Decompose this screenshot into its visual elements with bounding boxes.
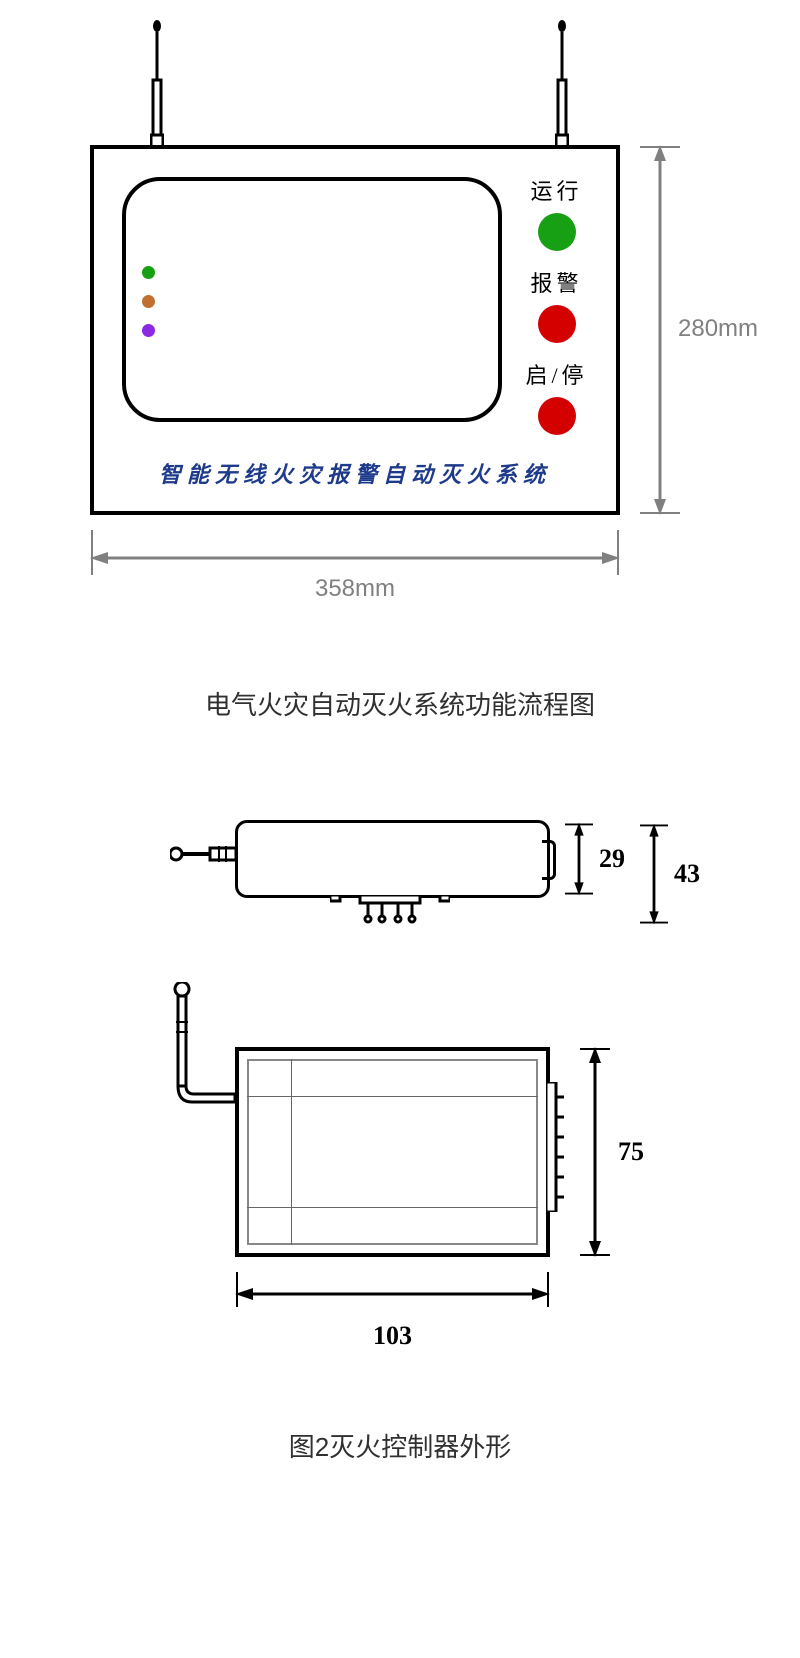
front-antenna-icon <box>170 982 235 1162</box>
figure-1-caption: 电气火灾自动灭火系统功能流程图 <box>205 685 595 722</box>
figure-2: 29 43 <box>30 782 770 1464</box>
figure-1: 运行 报警 启/停 智能无线火灾报警自动灭火系统 280mm <box>30 20 770 722</box>
alarm-led-icon <box>538 305 576 343</box>
side-antenna-icon <box>170 842 240 866</box>
panel-title: 智能无线火灾报警自动灭火系统 <box>94 457 616 489</box>
run-label: 运行 <box>530 174 582 206</box>
dimension-width: 358mm <box>90 530 620 610</box>
indicator-column: 运行 报警 启/停 <box>519 174 594 445</box>
dimension-75: 75 <box>580 1047 650 1257</box>
figure-2-drawing: 29 43 <box>80 782 720 1402</box>
display-screen <box>122 177 502 422</box>
dimension-height-label: 280mm <box>678 315 758 343</box>
figure-1-drawing: 运行 报警 启/停 智能无线火灾报警自动灭火系统 280mm <box>50 20 750 660</box>
controller-side-view <box>235 820 550 898</box>
antenna-right-icon <box>555 20 569 150</box>
alarm-label: 报警 <box>530 266 582 298</box>
dimension-43-label: 43 <box>674 859 700 889</box>
controller-front-view <box>235 1047 550 1257</box>
dimension-103: 103 <box>235 1272 550 1342</box>
run-led-icon <box>538 213 576 251</box>
dimension-43: 43 <box>640 820 700 928</box>
screen-led-2-icon <box>142 295 155 308</box>
screen-led-1-icon <box>142 266 155 279</box>
startstop-label: 启/停 <box>525 358 587 390</box>
screen-led-strip <box>142 266 155 337</box>
dimension-75-label: 75 <box>618 1137 644 1167</box>
dimension-29-label: 29 <box>599 844 625 874</box>
dimension-29: 29 <box>565 820 625 898</box>
screen-led-3-icon <box>142 324 155 337</box>
front-inner-divisions <box>247 1059 538 1245</box>
side-connector-icon <box>542 840 556 880</box>
dimension-103-label: 103 <box>235 1321 550 1351</box>
front-connector-icon <box>546 1082 564 1212</box>
dimension-width-label: 358mm <box>90 575 620 603</box>
dimension-height: 280mm <box>640 145 730 515</box>
side-bottom-mount-icon <box>330 895 450 925</box>
startstop-button-icon[interactable] <box>538 397 576 435</box>
figure-2-caption: 图2灭火控制器外形 <box>289 1427 511 1464</box>
antenna-left-icon <box>150 20 164 150</box>
control-panel: 运行 报警 启/停 智能无线火灾报警自动灭火系统 <box>90 145 620 515</box>
